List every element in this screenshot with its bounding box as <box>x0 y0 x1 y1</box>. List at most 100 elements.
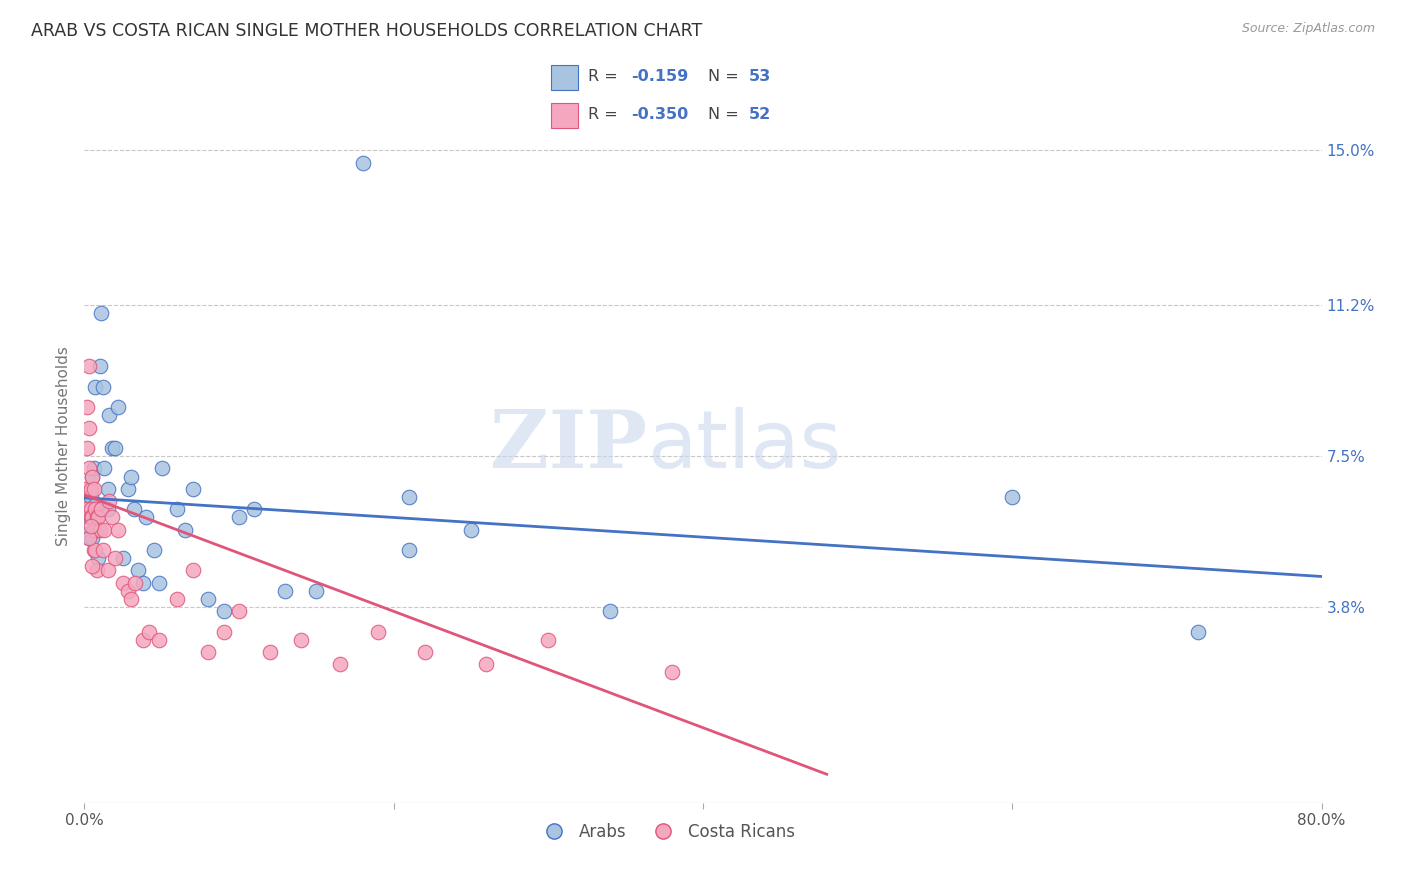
Point <box>367 624 389 639</box>
Point <box>228 510 250 524</box>
Y-axis label: Single Mother Households: Single Mother Households <box>56 346 72 546</box>
Text: Source: ZipAtlas.com: Source: ZipAtlas.com <box>1241 22 1375 36</box>
Point <box>328 657 352 672</box>
Point <box>537 632 560 647</box>
Point <box>84 543 107 558</box>
Point <box>197 645 219 659</box>
Point <box>87 510 110 524</box>
Point <box>124 575 146 590</box>
Point <box>101 510 124 524</box>
Point <box>104 441 127 455</box>
Text: N =: N = <box>709 69 744 84</box>
Text: -0.159: -0.159 <box>631 69 689 84</box>
Point <box>91 380 114 394</box>
Point <box>460 523 482 537</box>
Point <box>79 518 101 533</box>
Text: 53: 53 <box>748 69 770 84</box>
Point <box>212 604 235 618</box>
Point <box>84 502 107 516</box>
Point <box>83 461 105 475</box>
Point <box>117 583 139 598</box>
Point <box>76 526 98 541</box>
Point <box>77 531 100 545</box>
Point <box>120 591 142 606</box>
Point <box>243 502 266 516</box>
Point <box>107 401 129 415</box>
Point <box>166 591 188 606</box>
Point <box>77 359 100 374</box>
Point <box>96 502 118 516</box>
Point <box>475 657 498 672</box>
Point <box>77 531 100 545</box>
Point <box>82 502 104 516</box>
Point <box>76 401 98 415</box>
Point <box>86 563 108 577</box>
Point <box>305 583 328 598</box>
Point <box>112 551 135 566</box>
Point <box>398 543 420 558</box>
Point <box>83 543 105 558</box>
Point <box>79 482 101 496</box>
Point <box>82 469 104 483</box>
Point <box>89 523 111 537</box>
Point <box>93 523 115 537</box>
Point <box>181 563 204 577</box>
Point <box>398 490 420 504</box>
Point <box>599 604 621 618</box>
Point <box>1001 490 1024 504</box>
FancyBboxPatch shape <box>551 103 578 128</box>
Text: -0.350: -0.350 <box>631 107 689 122</box>
Point <box>107 523 129 537</box>
Point <box>77 420 100 434</box>
Point <box>90 502 112 516</box>
Point <box>83 523 105 537</box>
Point <box>138 624 160 639</box>
Point <box>79 490 101 504</box>
Point <box>148 632 170 647</box>
Point <box>274 583 297 598</box>
Point <box>91 543 114 558</box>
Point <box>259 645 281 659</box>
Point <box>90 306 112 320</box>
Text: R =: R = <box>588 107 623 122</box>
Point <box>82 510 104 524</box>
Point <box>75 482 97 496</box>
Point <box>413 645 436 659</box>
Point <box>89 359 111 374</box>
Point <box>104 551 127 566</box>
Point <box>101 441 124 455</box>
Point <box>661 665 683 680</box>
Point <box>84 498 107 512</box>
Point <box>75 502 97 516</box>
Point <box>96 482 118 496</box>
Point <box>135 510 157 524</box>
Point <box>86 523 108 537</box>
Point <box>98 409 121 423</box>
Point <box>84 380 107 394</box>
Point <box>290 632 312 647</box>
Point <box>76 502 98 516</box>
Point <box>174 523 197 537</box>
Point <box>132 632 155 647</box>
Point <box>127 563 149 577</box>
Text: ZIP: ZIP <box>491 407 647 485</box>
Point <box>79 510 101 524</box>
Point <box>82 531 104 545</box>
Text: atlas: atlas <box>647 407 842 485</box>
Point <box>79 502 101 516</box>
Point <box>93 461 115 475</box>
Point <box>76 441 98 455</box>
Point <box>148 575 170 590</box>
Point <box>132 575 155 590</box>
Point <box>82 559 104 574</box>
Point <box>83 510 105 524</box>
Point <box>212 624 235 639</box>
Legend: Arabs, Costa Ricans: Arabs, Costa Ricans <box>530 817 801 848</box>
Point <box>352 155 374 169</box>
Point <box>89 502 111 516</box>
FancyBboxPatch shape <box>551 64 578 90</box>
Text: R =: R = <box>588 69 623 84</box>
Point <box>143 543 166 558</box>
Point <box>86 510 108 524</box>
Point <box>117 482 139 496</box>
